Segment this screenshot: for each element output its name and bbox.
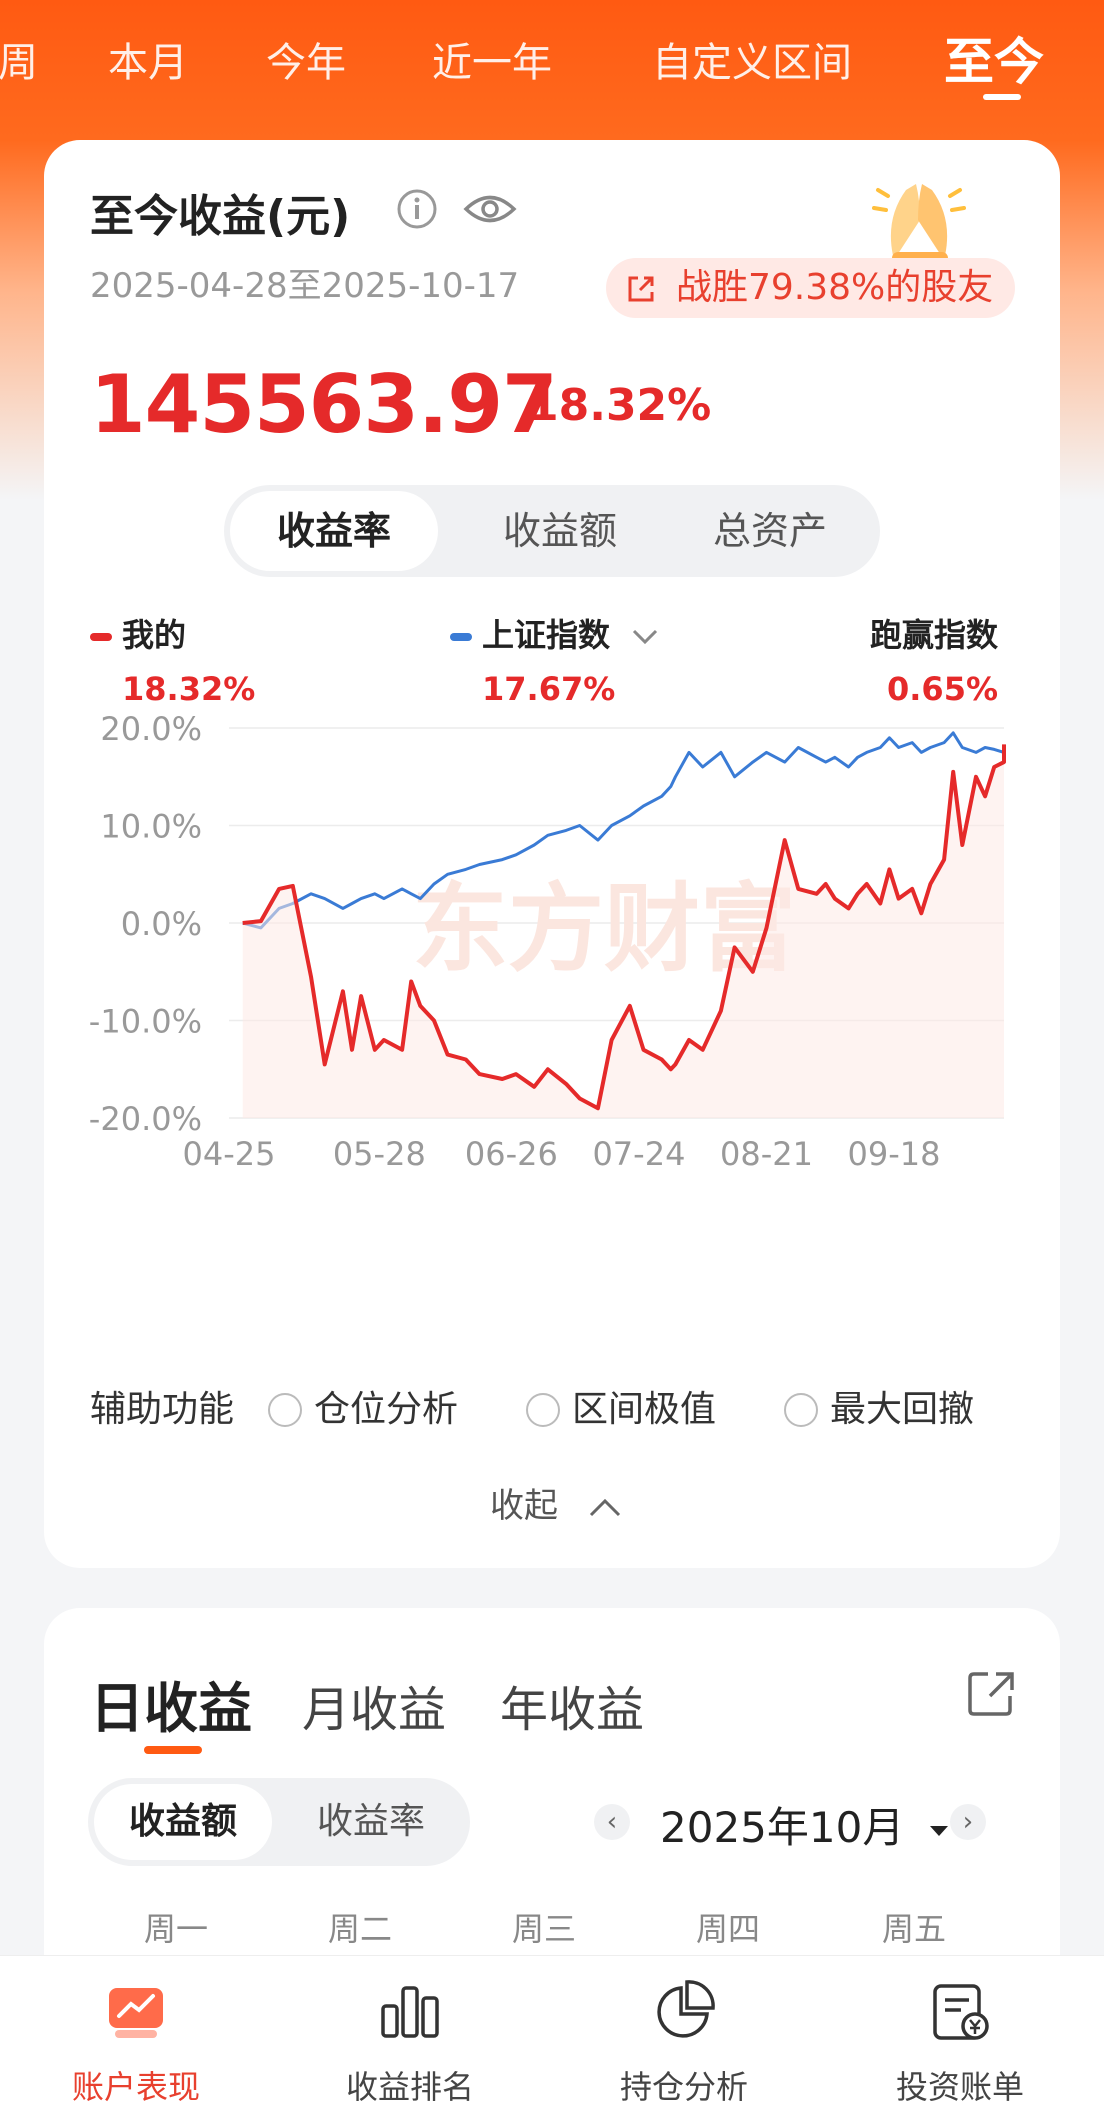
weekday-wed: 周三 <box>512 1910 577 1948</box>
legend-beat-label: 跑赢指数 <box>870 616 999 654</box>
collapse-button[interactable]: 收起 <box>490 1478 623 1527</box>
tab-last-year[interactable]: 近一年 <box>432 40 552 86</box>
tab-custom-range[interactable]: 自定义区间 <box>652 40 852 86</box>
month-label: 2025年10月 <box>660 1803 905 1852</box>
radio-icon[interactable] <box>526 1393 560 1427</box>
summary-card: 至今收益(元) 2025-04-28至2025-10-17 战胜79.38%的股… <box>44 140 1060 1568</box>
total-profit-percent: 18.32% <box>528 380 712 431</box>
share-icon <box>628 276 654 302</box>
y-tick-label: -10.0% <box>89 1003 202 1041</box>
daily-mode-segmented-control: 收益额 收益率 <box>88 1778 470 1866</box>
metric-tab-rate[interactable]: 收益率 <box>230 491 438 571</box>
legend-index[interactable]: 上证指数 17.67% <box>450 610 659 708</box>
next-month-button[interactable]: › <box>950 1804 986 1840</box>
nav-label: 账户表现 <box>71 2068 200 2106</box>
daily-tab-indicator <box>144 1746 202 1754</box>
nav-account-performance[interactable]: 账户表现 <box>36 1978 236 2108</box>
nav-investment-bill[interactable]: 投资账单 <box>860 1978 1060 2108</box>
tab-yearly-profit[interactable]: 年收益 <box>500 1682 645 1738</box>
series-line-index <box>242 731 1006 930</box>
x-tick-label: 07-24 <box>592 1135 685 1173</box>
weekday-mon: 周一 <box>144 1910 209 1948</box>
tab-week[interactable]: 周 <box>0 40 38 86</box>
tab-monthly-profit[interactable]: 月收益 <box>302 1682 447 1738</box>
tab-this-year[interactable]: 今年 <box>266 40 346 86</box>
y-tick-label: 10.0% <box>100 808 202 846</box>
beat-peers-text: 战胜79.38%的股友 <box>676 267 994 308</box>
legend-mine-swatch <box>90 633 112 641</box>
tab-daily-profit[interactable]: 日收益 <box>90 1677 252 1740</box>
metric-segmented-control: 收益率 收益额 总资产 <box>224 485 880 577</box>
total-profit-amount: 145563.97 <box>90 358 558 451</box>
legend-mine-label: 我的 <box>122 616 187 654</box>
legend-beat-index: 跑赢指数 0.65% <box>870 610 998 708</box>
aux-range-extremes[interactable]: 区间极值 <box>526 1380 716 1432</box>
aux-max-drawdown-label: 最大回撤 <box>830 1389 975 1430</box>
chevron-up-icon <box>589 1498 620 1516</box>
aux-position-analysis-label: 仓位分析 <box>314 1389 459 1430</box>
weekday-thu: 周四 <box>696 1910 761 1948</box>
y-tick-label: -20.0% <box>89 1100 202 1138</box>
bar-chart-icon <box>381 1986 439 2038</box>
aux-max-drawdown[interactable]: 最大回撤 <box>784 1380 974 1432</box>
legend-index-value: 17.67% <box>482 670 616 708</box>
legend-beat-value: 0.65% <box>887 670 999 708</box>
x-tick-label: 06-26 <box>465 1135 558 1173</box>
legend-index-swatch <box>450 633 472 641</box>
mode-tab-amount[interactable]: 收益额 <box>94 1784 272 1860</box>
period-tabs: 周 本月 今年 近一年 自定义区间 至今 <box>0 0 1104 120</box>
bill-icon <box>933 1984 989 2040</box>
legend-mine-value: 18.32% <box>122 670 256 708</box>
date-range: 2025-04-28至2025-10-17 <box>90 266 520 306</box>
clap-icon <box>872 184 966 268</box>
x-tick-label: 08-21 <box>720 1135 813 1173</box>
summary-title: 至今收益(元) <box>90 191 351 242</box>
y-tick-label: 0.0% <box>121 905 202 943</box>
nav-label: 投资账单 <box>895 2068 1024 2106</box>
legend-index-label: 上证指数 <box>482 616 611 654</box>
metric-tab-amount[interactable]: 收益额 <box>502 509 617 553</box>
month-selector[interactable]: 2025年10月 <box>660 1794 950 1855</box>
beat-peers-badge[interactable]: 战胜79.38%的股友 <box>606 258 1016 318</box>
series-line-mine <box>242 744 1006 1111</box>
nav-label: 收益排名 <box>345 2068 474 2106</box>
radio-icon[interactable] <box>784 1393 818 1427</box>
radio-icon[interactable] <box>268 1393 302 1427</box>
active-tab-indicator <box>983 94 1021 100</box>
weekday-fri: 周五 <box>882 1910 947 1948</box>
x-tick-label: 09-18 <box>848 1135 941 1173</box>
x-tick-label: 04-25 <box>183 1135 276 1173</box>
tab-this-month[interactable]: 本月 <box>108 40 188 86</box>
chevron-down-icon[interactable] <box>631 628 659 646</box>
info-icon[interactable] <box>396 188 438 230</box>
nav-profit-ranking[interactable]: 收益排名 <box>310 1978 510 2108</box>
pie-chart-icon <box>657 1980 715 2038</box>
nav-holdings-analysis[interactable]: 持仓分析 <box>584 1978 784 2108</box>
mode-tab-rate[interactable]: 收益率 <box>316 1801 425 1842</box>
trend-icon <box>109 1988 163 2038</box>
tab-to-date[interactable]: 至今 <box>944 33 1044 91</box>
legend-mine: 我的 18.32% <box>90 610 255 708</box>
mine-area-fill <box>242 744 1004 1118</box>
eye-icon[interactable] <box>462 186 518 232</box>
aux-range-extremes-label: 区间极值 <box>572 1389 717 1430</box>
aux-label: 辅助功能 <box>90 1389 235 1430</box>
y-tick-label: 20.0% <box>100 710 202 748</box>
metric-tab-total-assets[interactable]: 总资产 <box>712 509 827 553</box>
bottom-nav: 账户表现 收益排名 持仓分析 投资账单 <box>0 1955 1104 2125</box>
collapse-label: 收起 <box>490 1486 558 1526</box>
prev-month-button[interactable]: ‹ <box>594 1804 630 1840</box>
share-icon[interactable] <box>966 1668 1016 1718</box>
caret-down-icon <box>929 1825 948 1836</box>
aux-position-analysis[interactable]: 仓位分析 <box>268 1380 458 1432</box>
weekday-tue: 周二 <box>328 1910 393 1948</box>
x-tick-label: 05-28 <box>333 1135 426 1173</box>
nav-label: 持仓分析 <box>619 2068 748 2106</box>
